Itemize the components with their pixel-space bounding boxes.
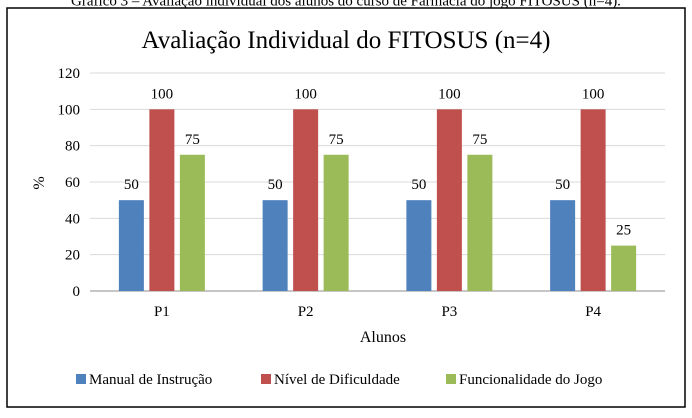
data-label: 50 [268, 177, 283, 193]
x-tick-label: P3 [441, 304, 457, 320]
bar [580, 109, 606, 291]
data-label: 25 [616, 223, 631, 239]
x-axis-label: Alunos [360, 329, 406, 346]
x-tick-labels: P1 P2 P3 P4 [154, 304, 602, 320]
legend: Manual de Instrução Nível de Dificuldade F… [76, 372, 602, 388]
data-label: 100 [438, 86, 461, 102]
legend-label: Manual de Instrução [89, 372, 212, 388]
bar [436, 109, 462, 291]
y-tick-label: 80 [65, 139, 80, 155]
data-label: 75 [185, 132, 200, 148]
data-label: 75 [329, 132, 344, 148]
data-label: 50 [555, 177, 570, 193]
bar [149, 109, 175, 291]
bar [179, 154, 205, 291]
bar [323, 154, 349, 291]
data-label: 50 [411, 177, 426, 193]
bar [262, 200, 288, 291]
y-tick-label: 0 [73, 284, 81, 300]
x-tick-label: P1 [154, 304, 170, 320]
bar [611, 245, 637, 291]
legend-label: Funcionalidade do Jogo [459, 372, 602, 388]
legend-swatch [261, 374, 271, 384]
data-label: 100 [582, 86, 605, 102]
data-label: 50 [124, 177, 139, 193]
y-tick-label: 20 [65, 248, 80, 264]
y-tick-label: 100 [58, 102, 81, 118]
x-tick-label: P2 [298, 304, 314, 320]
y-tick-label: 120 [58, 66, 81, 82]
legend-label: Nível de Dificuldade [274, 372, 400, 388]
bar [293, 109, 319, 291]
bar [118, 200, 144, 291]
y-tick-label: 60 [65, 175, 80, 191]
y-tick-labels: 0 20 40 60 80 100 120 [58, 66, 81, 300]
bar [406, 200, 432, 291]
x-tick-label: P4 [585, 304, 601, 320]
legend-swatch [76, 374, 86, 384]
bar [550, 200, 576, 291]
y-axis-label: % [31, 176, 48, 189]
legend-swatch [446, 374, 456, 384]
figure-caption: Gráfico 3 – Avaliação individual dos alu… [71, 0, 621, 9]
data-label: 100 [294, 86, 317, 102]
bar [467, 154, 493, 291]
bars: 50 100 75 50 100 75 50 100 75 50 100 25 [118, 86, 637, 291]
data-label: 100 [151, 86, 174, 102]
y-tick-label: 40 [65, 211, 80, 227]
data-label: 75 [472, 132, 487, 148]
chart-title: Avaliação Individual do FITOSUS (n=4) [142, 27, 551, 54]
